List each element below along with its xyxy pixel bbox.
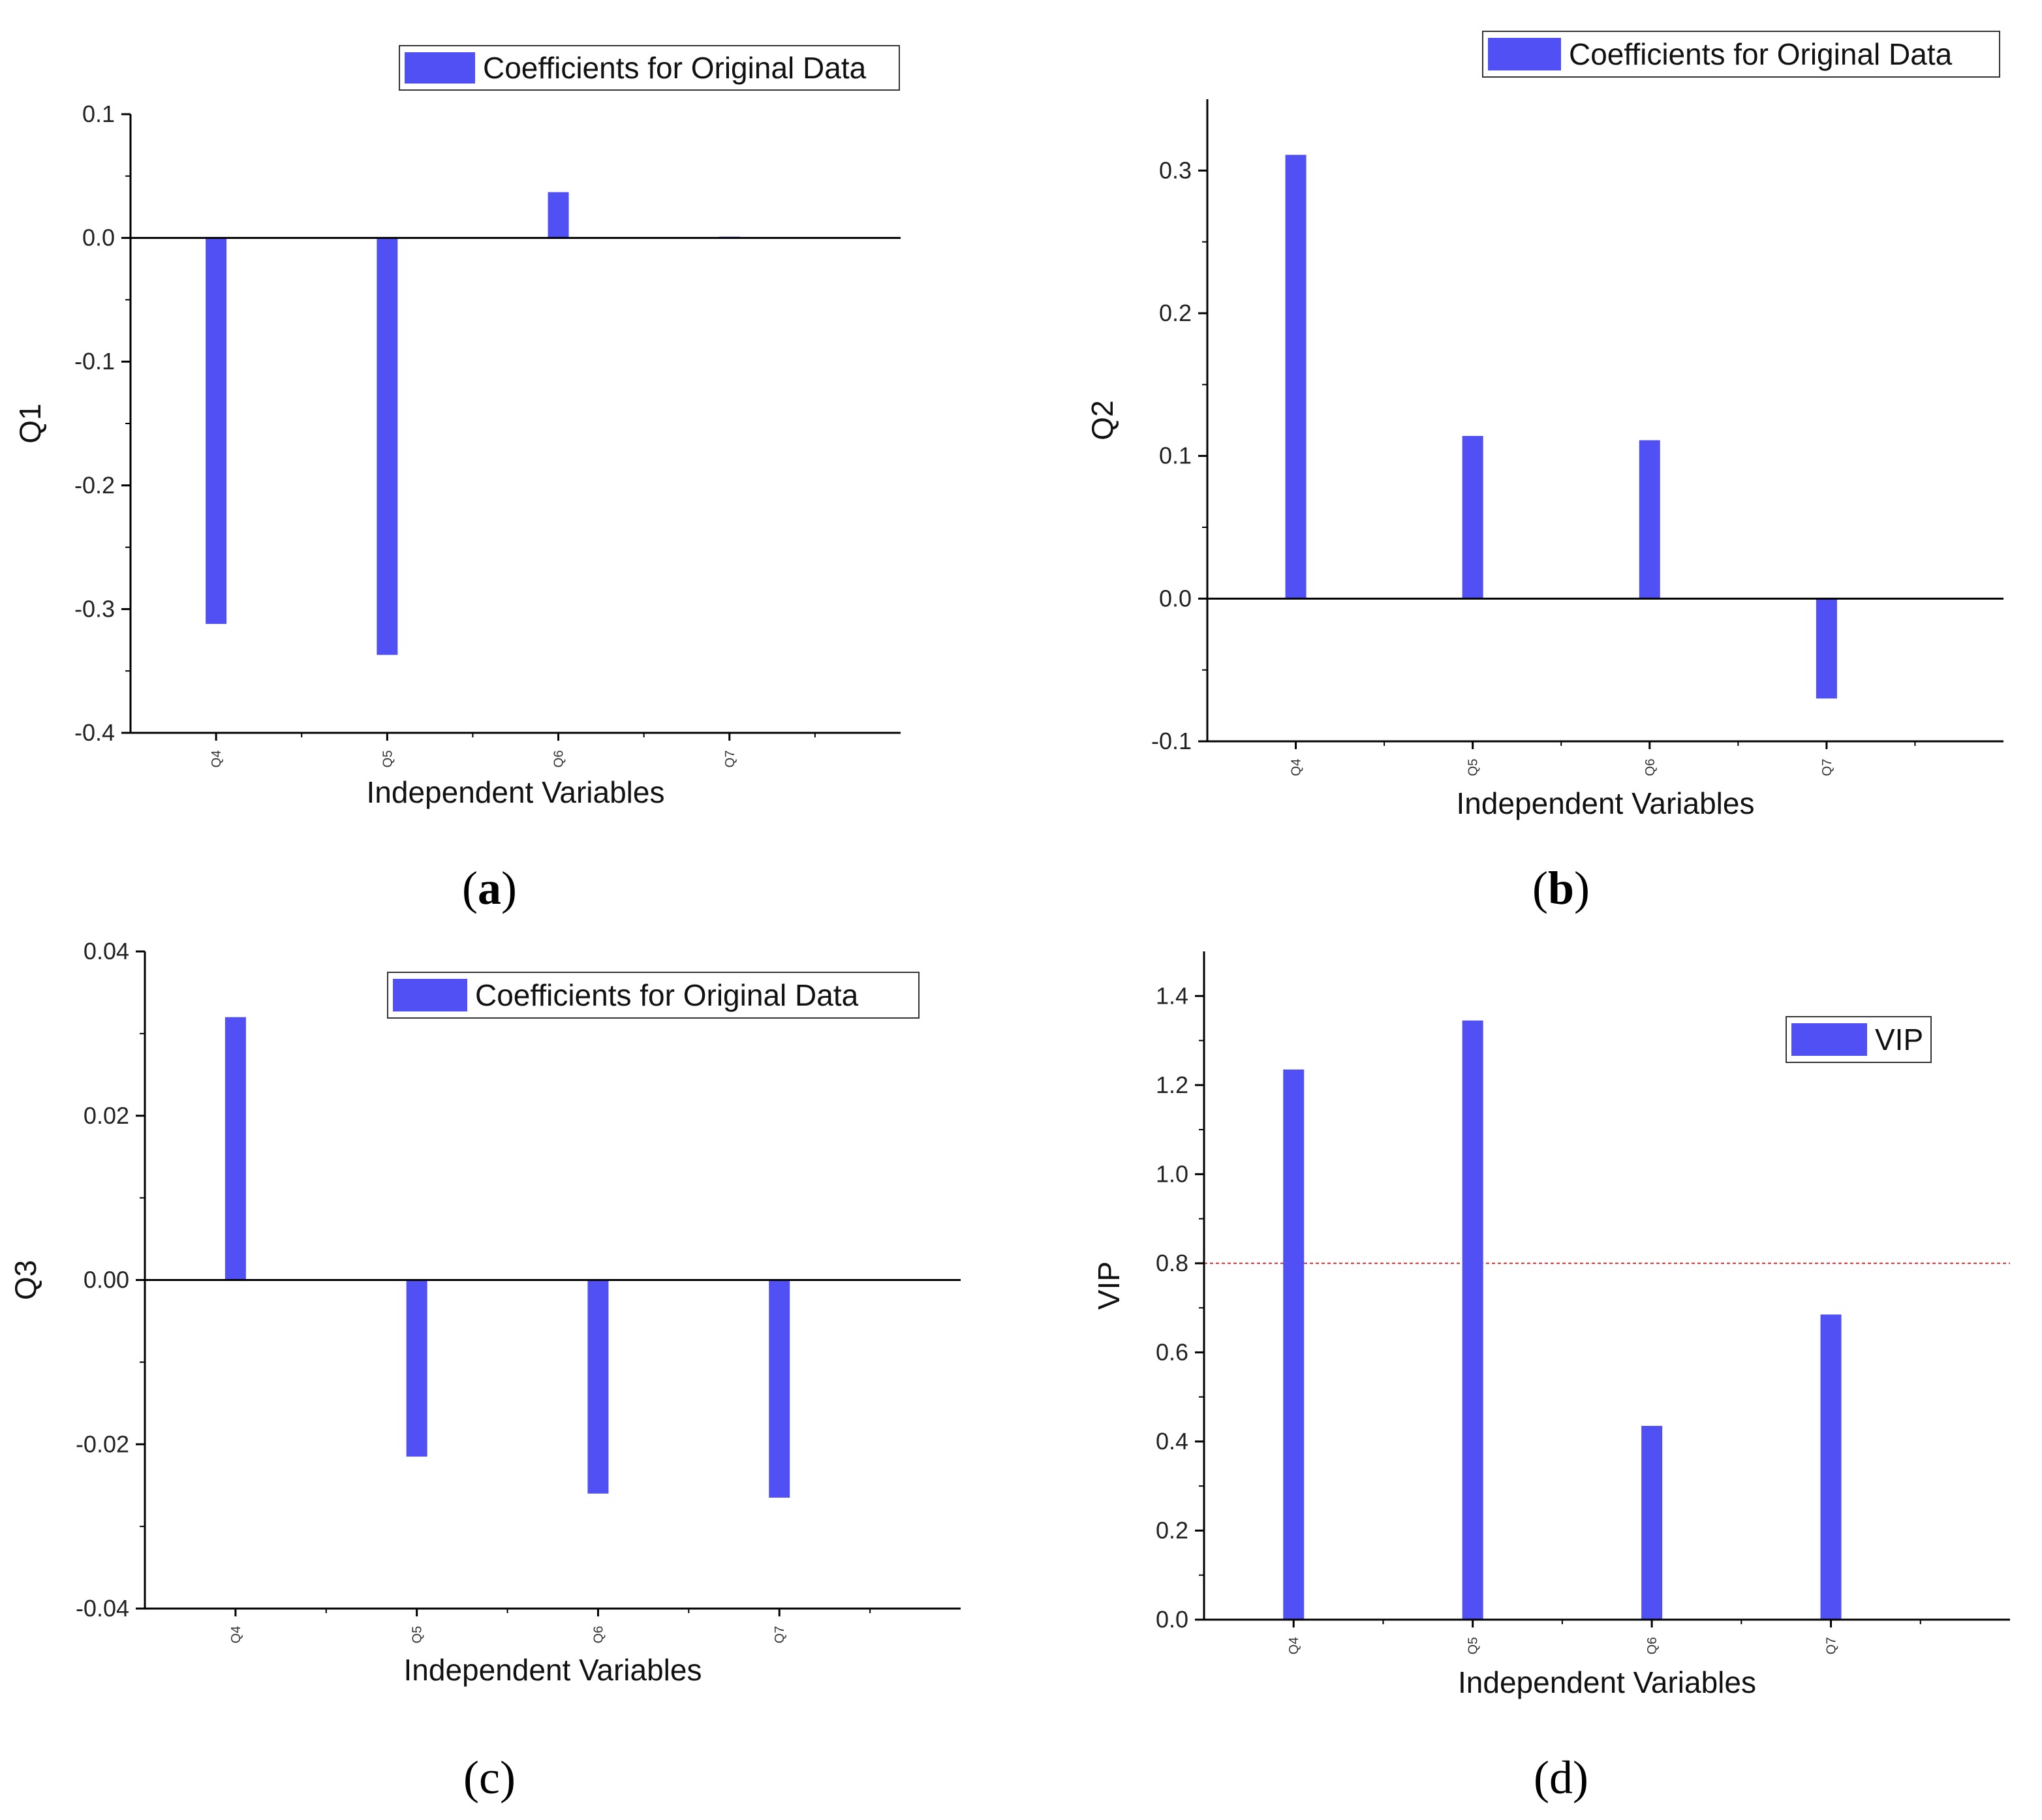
y-tick-label: 0.4 [1156, 1428, 1188, 1455]
legend: Coefficients for Original Data [387, 972, 920, 1019]
y-tick-label: 0.0 [1159, 585, 1192, 611]
x-tick-label: Q6 [1643, 759, 1658, 777]
legend: VIP [1786, 1016, 1932, 1063]
y-tick-label: -0.2 [74, 472, 115, 499]
legend-swatch [1791, 1023, 1867, 1056]
x-tick-label: Q5 [380, 750, 395, 768]
y-tick-label: 1.0 [1156, 1160, 1188, 1187]
panel-caption: (c) [463, 1751, 516, 1804]
chart-panel-d: 1.4 1.2 1.0 0.8 0.6 0.4 0.2 0.0 Q4 Q5 Q6 Q7 VIP Indep… [1092, 951, 2010, 1804]
x-axis-title: Independent Variables [1458, 1665, 1756, 1699]
legend-box [1482, 31, 2000, 78]
panel-caption: (b) [1532, 862, 1590, 914]
bar-q7 [1816, 598, 1837, 699]
bar-q5 [1462, 436, 1483, 599]
bar-q5 [1462, 1020, 1483, 1620]
legend-label: Coefficients for Original Data [1569, 37, 1953, 71]
bar-q7 [1820, 1314, 1842, 1620]
legend-box [387, 972, 920, 1019]
bar-q7 [769, 1280, 790, 1498]
legend: Coefficients for Original Data [1482, 31, 2000, 78]
bar-q6 [548, 192, 569, 238]
bar-q6 [1641, 1426, 1663, 1620]
y-tick-label: 0.0 [82, 224, 115, 251]
x-axis-title: Independent Variables [367, 775, 665, 809]
x-axis-title: Independent Variables [404, 1653, 702, 1687]
y-tick-label: -0.02 [76, 1430, 129, 1457]
bar-q4 [224, 1017, 246, 1280]
y-tick-label: 0.6 [1156, 1338, 1188, 1365]
chart-panel-a: 0.1 0.0 -0.1 -0.2 -0.3 -0.4 Q4 Q5 Q6 Q7 Q1 Independ… [13, 45, 901, 914]
bar-q6 [1639, 440, 1660, 599]
panel-caption: (d) [1534, 1751, 1588, 1804]
bar-q5 [406, 1280, 427, 1457]
y-tick-label: 0.3 [1159, 157, 1192, 183]
bar-q4 [206, 238, 227, 625]
legend-label: Coefficients for Original Data [483, 51, 867, 85]
x-tick-label: Q7 [1820, 759, 1834, 777]
y-tick-label: 1.4 [1156, 982, 1188, 1009]
legend-swatch [1488, 38, 1561, 70]
chart-panel-b: 0.3 0.2 0.1 0.0 -0.1 Q4 Q5 Q6 Q7 Q2 Independent Va… [1085, 31, 2003, 914]
y-tick-label: -0.1 [74, 348, 115, 375]
y-tick-label: -0.04 [76, 1595, 129, 1622]
bar-q4 [1285, 155, 1307, 599]
y-tick-label: 1.2 [1156, 1072, 1188, 1098]
x-tick-label: Q6 [552, 750, 566, 768]
legend-label: VIP [1875, 1023, 1923, 1057]
legend-label: Coefficients for Original Data [475, 978, 859, 1012]
y-tick-label: -0.4 [74, 719, 115, 746]
y-tick-label: 0.04 [84, 938, 129, 964]
bar-q4 [1283, 1069, 1305, 1620]
y-tick-label: 0.1 [1159, 442, 1192, 469]
x-tick-label: Q5 [410, 1626, 425, 1644]
x-tick-label: Q4 [1290, 759, 1304, 777]
chart-panel-c: 0.04 0.02 0.00 -0.02 -0.04 Q4 Q5 Q6 Q7 Q3 Independ… [8, 938, 961, 1804]
y-tick-label: 0.8 [1156, 1250, 1188, 1276]
y-tick-label: -0.3 [74, 595, 115, 622]
bar-q6 [587, 1280, 609, 1494]
x-tick-label: Q4 [229, 1626, 243, 1644]
legend: Coefficients for Original Data [399, 45, 900, 91]
x-tick-label: Q7 [723, 750, 737, 768]
y-axis-title: Q1 [13, 403, 47, 443]
x-tick-label: Q6 [1645, 1637, 1660, 1655]
x-axis-title: Independent Variables [1457, 786, 1755, 820]
y-tick-label: -0.1 [1151, 728, 1192, 754]
x-tick-label: Q6 [591, 1626, 606, 1644]
y-axis-title: Q2 [1085, 400, 1119, 440]
x-tick-label: Q5 [1466, 759, 1481, 777]
legend-box [399, 45, 900, 91]
x-tick-label: Q4 [1287, 1637, 1301, 1655]
legend-swatch [393, 979, 467, 1011]
y-tick-label: 0.2 [1156, 1517, 1188, 1543]
x-tick-label: Q7 [773, 1626, 787, 1644]
y-axis-title: Q3 [8, 1260, 42, 1300]
y-tick-label: 0.0 [1156, 1606, 1188, 1633]
legend-swatch [405, 52, 475, 84]
x-tick-label: Q5 [1466, 1637, 1481, 1655]
y-tick-label: 0.00 [84, 1267, 129, 1293]
y-tick-label: 0.02 [84, 1102, 129, 1129]
panel-caption: (a) [462, 862, 517, 914]
x-tick-label: Q7 [1825, 1637, 1839, 1655]
bar-q5 [377, 238, 398, 655]
y-tick-label: 0.2 [1159, 300, 1192, 326]
y-tick-label: 0.1 [82, 100, 115, 127]
y-axis-title: VIP [1092, 1261, 1126, 1310]
x-tick-label: Q4 [209, 750, 224, 768]
